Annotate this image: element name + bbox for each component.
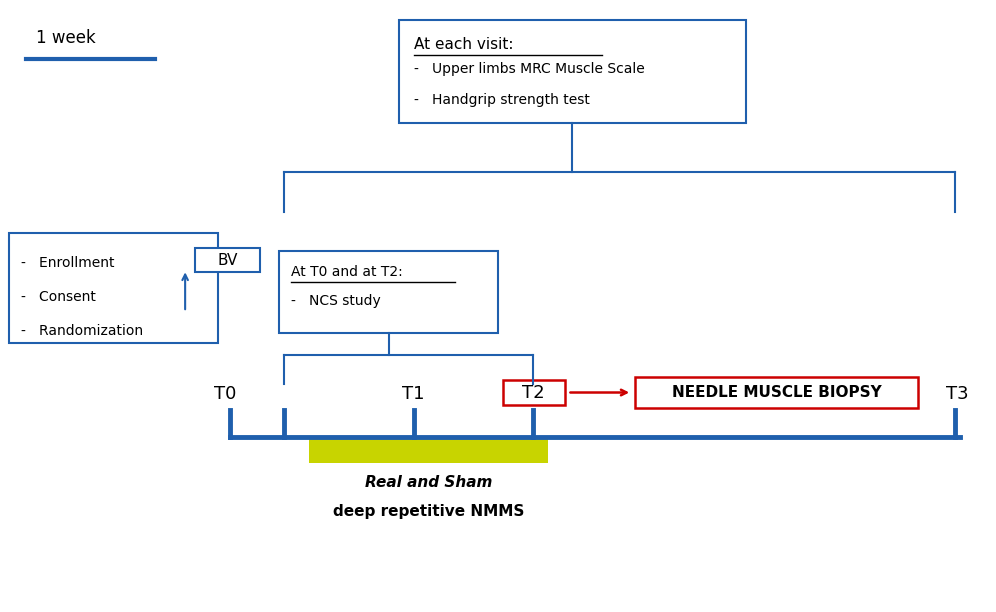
Text: T3: T3	[945, 386, 968, 403]
Text: T2: T2	[523, 384, 545, 401]
Text: -   Consent: - Consent	[21, 290, 97, 304]
Text: 1 week: 1 week	[36, 29, 96, 47]
FancyBboxPatch shape	[280, 251, 498, 334]
Text: Real and Sham: Real and Sham	[365, 475, 492, 490]
Text: -   Upper limbs MRC Muscle Scale: - Upper limbs MRC Muscle Scale	[413, 62, 644, 76]
FancyBboxPatch shape	[503, 380, 565, 405]
Text: BV: BV	[217, 253, 237, 268]
FancyBboxPatch shape	[195, 248, 260, 272]
Text: -   Enrollment: - Enrollment	[21, 256, 115, 270]
Text: -   Randomization: - Randomization	[21, 324, 143, 338]
Bar	[310, 439, 548, 463]
Text: -   Handgrip strength test: - Handgrip strength test	[413, 93, 590, 106]
Text: NEEDLE MUSCLE BIOPSY: NEEDLE MUSCLE BIOPSY	[671, 385, 881, 400]
Text: T1: T1	[402, 386, 425, 403]
Text: At each visit:: At each visit:	[413, 37, 513, 52]
Text: -   NCS study: - NCS study	[292, 294, 381, 308]
FancyBboxPatch shape	[398, 20, 746, 123]
Text: T0: T0	[214, 386, 236, 403]
FancyBboxPatch shape	[9, 233, 218, 343]
FancyBboxPatch shape	[635, 376, 918, 408]
Text: deep repetitive NMMS: deep repetitive NMMS	[333, 504, 524, 519]
Text: At T0 and at T2:: At T0 and at T2:	[292, 264, 403, 278]
